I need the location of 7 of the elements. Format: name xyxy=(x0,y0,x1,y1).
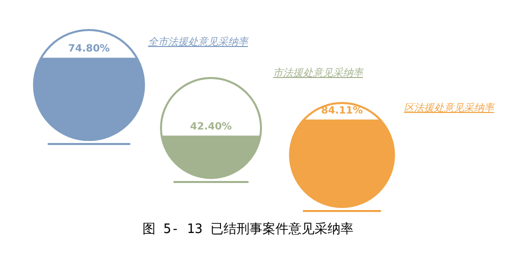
category-label: 区法援处意见采纳率 xyxy=(404,102,495,114)
data-label: 74.80% xyxy=(68,44,110,55)
data-label: 42.40% xyxy=(190,122,232,133)
category-label: 市法援处意见采纳率 xyxy=(273,67,364,79)
text: 图 5- 13 已结刑事案件意见采纳率 xyxy=(142,221,354,237)
data-label: 84.11% xyxy=(321,106,363,117)
category-label: 全市法援处意见采纳率 xyxy=(148,36,249,48)
